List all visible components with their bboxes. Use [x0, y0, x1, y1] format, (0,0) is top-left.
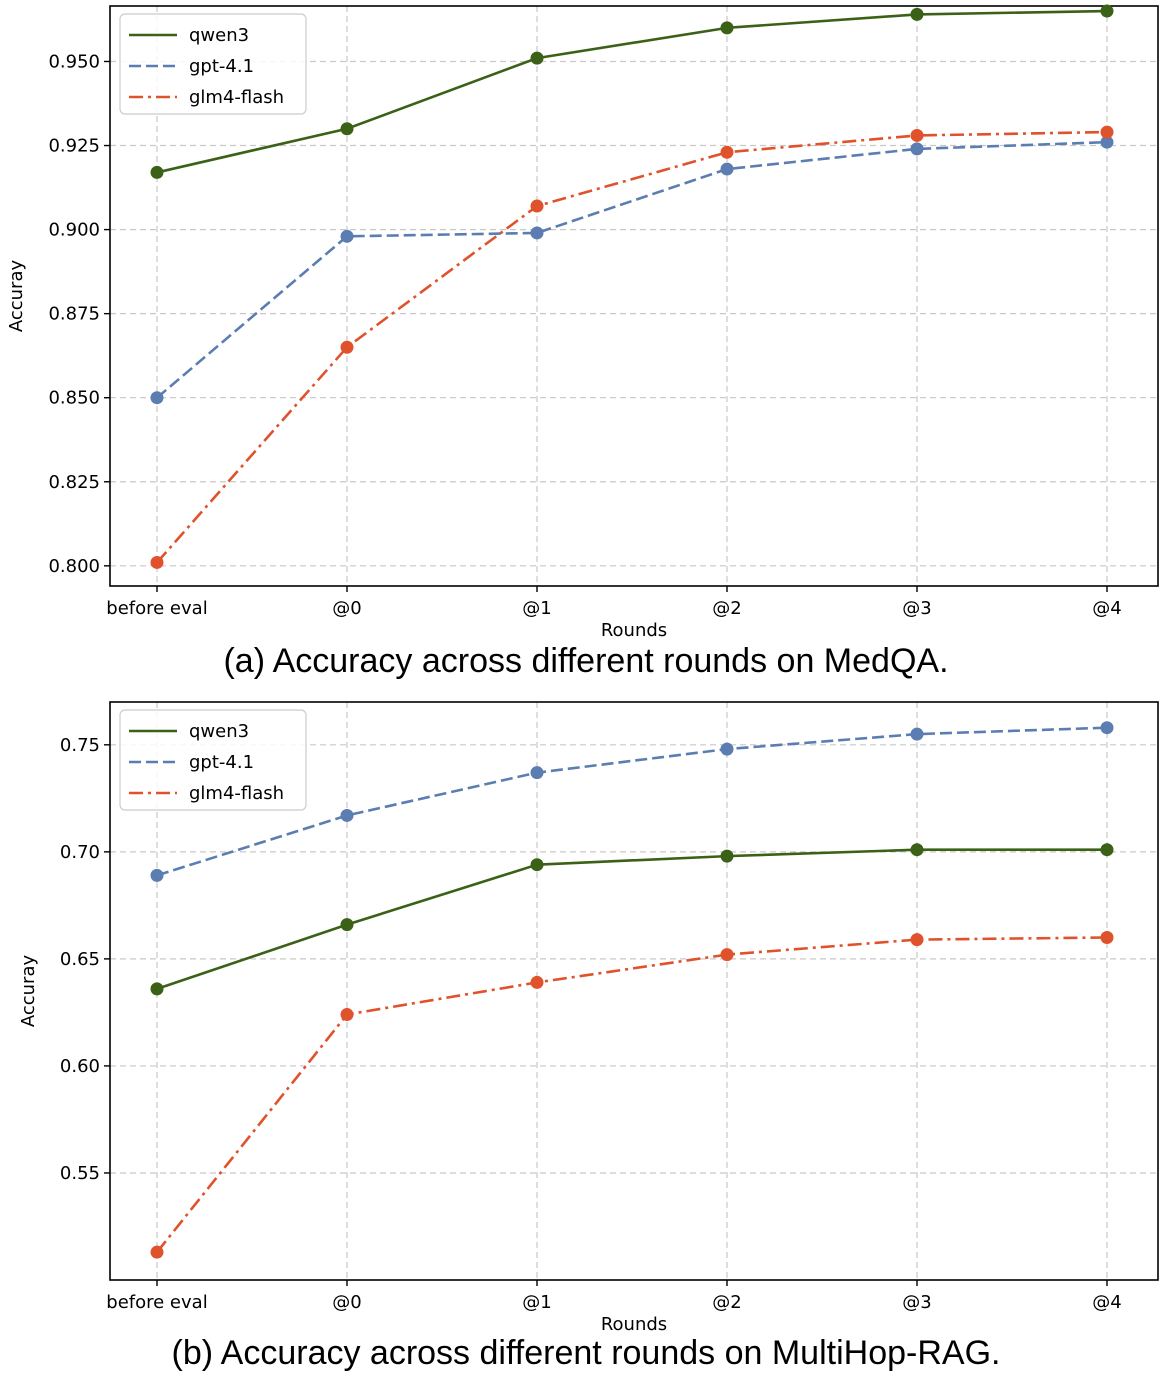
- legend: qwen3 gpt-4.1 glm4-flash: [119, 709, 307, 811]
- x-tick-label: @1: [522, 1292, 551, 1313]
- data-point-qwen3: [530, 858, 544, 872]
- legend-label-glm4-flash: glm4-flash: [189, 783, 284, 804]
- legend-label-gpt-4.1: gpt-4.1: [189, 56, 254, 77]
- data-point-glm4-flash: [910, 128, 924, 142]
- data-point-qwen3: [720, 849, 734, 863]
- legend-box: [119, 709, 307, 811]
- y-tick-label: 0.60: [60, 1056, 100, 1077]
- y-tick-label: 0.55: [60, 1163, 100, 1184]
- data-point-qwen3: [1100, 843, 1114, 857]
- data-point-glm4-flash: [530, 199, 544, 213]
- series-line-qwen3: [156, 848, 1107, 991]
- data-point-glm4-flash: [720, 145, 734, 159]
- y-tick-label: 0.75: [60, 735, 100, 756]
- y-tick-label: 0.875: [48, 304, 100, 325]
- legend-label-qwen3: qwen3: [189, 721, 249, 742]
- y-tick-label: 0.850: [48, 388, 100, 409]
- x-tick-label: @2: [712, 598, 741, 619]
- data-point-gpt-4.1: [340, 229, 354, 243]
- legend-label-gpt-4.1: gpt-4.1: [189, 752, 254, 773]
- data-point-qwen3: [910, 7, 924, 21]
- data-point-gpt-4.1: [720, 742, 734, 756]
- y-tick-label: 0.65: [60, 949, 100, 970]
- series-glm4-flash: [150, 125, 1114, 569]
- series-gpt-4.1: [150, 135, 1114, 405]
- series-line-gpt-4.1: [156, 140, 1108, 399]
- data-point-glm4-flash: [1100, 125, 1114, 139]
- data-point-qwen3: [1100, 4, 1114, 18]
- y-tick-label: 0.925: [48, 136, 100, 157]
- x-tick-label: @4: [1092, 598, 1121, 619]
- data-point-gpt-4.1: [340, 808, 354, 822]
- x-tick-label: @0: [332, 598, 361, 619]
- plot-frame: [109, 5, 1159, 587]
- series-line-gpt-4.1: [156, 726, 1108, 877]
- data-point-glm4-flash: [910, 933, 924, 947]
- data-point-qwen3: [720, 21, 734, 35]
- chart-medqa: 0.800 0.825 0.850 0.875 0.900 0.925 0.950 befor…: [6, 4, 1159, 640]
- data-point-glm4-flash: [150, 555, 164, 569]
- x-tick-label: before eval: [106, 598, 207, 619]
- caption-medqa: (a) Accuracy across different rounds on …: [223, 642, 949, 680]
- data-point-glm4-flash: [530, 975, 544, 989]
- data-point-qwen3: [910, 843, 924, 857]
- data-point-qwen3: [150, 982, 164, 996]
- y-axis-label: Accuray: [18, 955, 39, 1028]
- series-qwen3: [150, 4, 1114, 179]
- x-tick-label: @1: [522, 598, 551, 619]
- x-tick-label: @0: [332, 1292, 361, 1313]
- x-tick-label: @3: [902, 1292, 931, 1313]
- legend-label-glm4-flash: glm4-flash: [189, 87, 284, 108]
- series-qwen3: [150, 843, 1114, 996]
- x-axis-label: Rounds: [601, 1314, 667, 1334]
- y-tick-label: 0.950: [48, 51, 100, 72]
- x-tick-label: @4: [1092, 1292, 1121, 1313]
- data-point-gpt-4.1: [1100, 721, 1114, 735]
- chart-multihop: 0.55 0.60 0.65 0.70 0.75 before eval @0 @1 @2 @3 @…: [18, 701, 1159, 1334]
- y-axis-label: Accuray: [6, 260, 27, 333]
- data-point-gpt-4.1: [530, 226, 544, 240]
- data-point-gpt-4.1: [910, 727, 924, 741]
- data-point-gpt-4.1: [1100, 135, 1114, 149]
- data-point-qwen3: [150, 165, 164, 179]
- chart-panel-medqa: 0.800 0.825 0.850 0.875 0.900 0.925 0.950 befor…: [6, 4, 1159, 680]
- data-point-glm4-flash: [720, 948, 734, 962]
- y-tick-label: 0.70: [60, 842, 100, 863]
- legend-label-qwen3: qwen3: [189, 25, 249, 46]
- data-point-qwen3: [340, 918, 354, 932]
- data-point-glm4-flash: [340, 340, 354, 354]
- data-point-gpt-4.1: [720, 162, 734, 176]
- caption-multihop: (b) Accuracy across different rounds on …: [171, 1334, 1001, 1372]
- data-point-gpt-4.1: [150, 391, 164, 405]
- x-tick-label: before eval: [106, 1292, 207, 1313]
- data-point-glm4-flash: [340, 1008, 354, 1022]
- y-tick-label: 0.800: [48, 556, 100, 577]
- data-point-qwen3: [530, 51, 544, 65]
- x-tick-label: @3: [902, 598, 931, 619]
- series-gpt-4.1: [150, 721, 1114, 882]
- y-tick-label: 0.900: [48, 220, 100, 241]
- data-point-glm4-flash: [150, 1245, 164, 1259]
- legend-box: [119, 13, 307, 115]
- data-point-gpt-4.1: [910, 142, 924, 156]
- data-point-gpt-4.1: [150, 868, 164, 882]
- chart-panel-multihop: 0.55 0.60 0.65 0.70 0.75 before eval @0 @1 @2 @3 @…: [0, 694, 1172, 1388]
- series-line-qwen3: [156, 9, 1108, 174]
- series-glm4-flash: [150, 930, 1114, 1259]
- x-tick-label: @2: [712, 1292, 741, 1313]
- y-tick-label: 0.825: [48, 472, 100, 493]
- data-point-gpt-4.1: [530, 766, 544, 780]
- plot-frame: [109, 701, 1159, 1281]
- series-line-glm4-flash: [156, 130, 1108, 564]
- series-line-glm4-flash: [155, 936, 1108, 1253]
- legend: qwen3 gpt-4.1 glm4-flash: [119, 13, 307, 115]
- x-axis-label: Rounds: [601, 620, 667, 640]
- grid: [110, 702, 1158, 1280]
- data-point-glm4-flash: [1100, 930, 1114, 944]
- data-point-qwen3: [340, 122, 354, 136]
